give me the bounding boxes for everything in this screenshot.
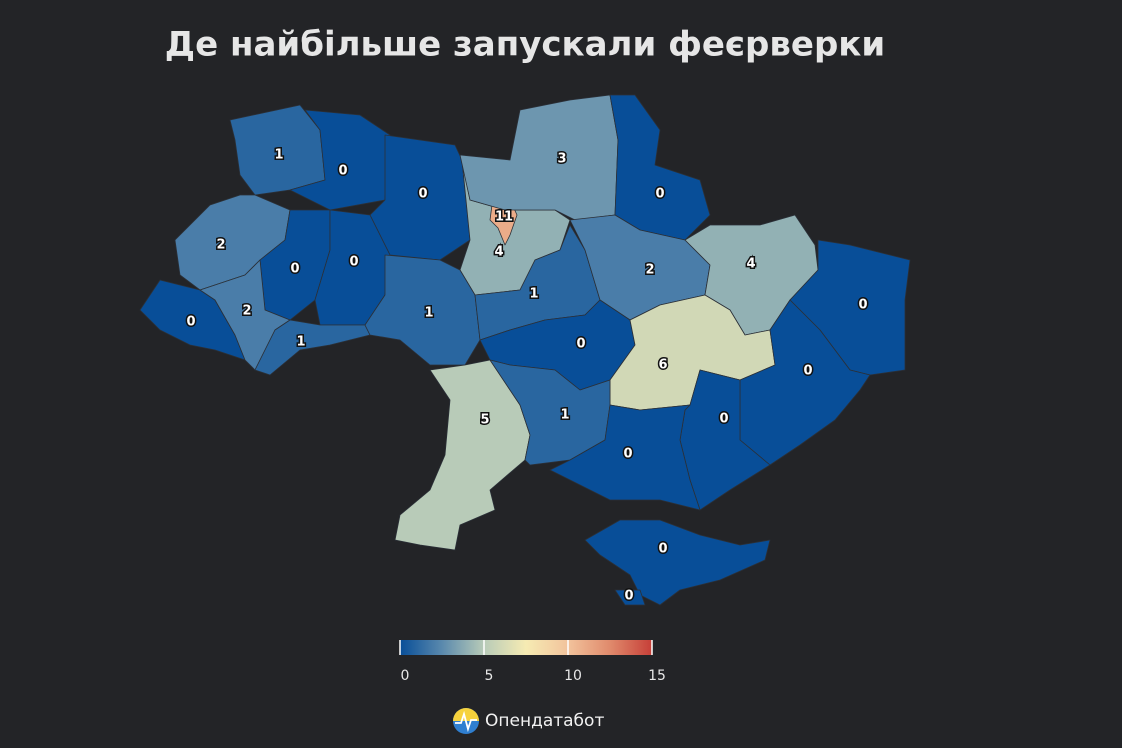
region-value: 1 <box>296 335 305 350</box>
region-value: 6 <box>658 358 667 373</box>
region-value: 0 <box>349 255 358 270</box>
region-value: 0 <box>576 337 585 352</box>
region-value: 0 <box>338 164 347 179</box>
region-value: 5 <box>480 413 489 428</box>
regions <box>139 94 911 606</box>
region-value: 1 <box>560 408 569 423</box>
region-value: 0 <box>186 315 195 330</box>
region-value: 3 <box>557 152 566 167</box>
region <box>609 94 711 241</box>
region-value: 1 <box>424 306 433 321</box>
region <box>549 404 701 511</box>
colorbar: 0 5 10 15 <box>399 640 666 684</box>
region-value: 0 <box>418 187 427 202</box>
region-value: 0 <box>624 589 633 604</box>
colorbar-tick-label: 5 <box>485 668 494 684</box>
colorbar-tick-label: 0 <box>401 668 410 684</box>
region-value: 2 <box>242 304 251 319</box>
region-value: 0 <box>655 187 664 202</box>
region-value: 2 <box>216 238 225 253</box>
region-value: 0 <box>803 364 812 379</box>
region <box>364 254 481 366</box>
region-value: 0 <box>623 447 632 462</box>
region-value: 0 <box>290 262 299 277</box>
brand-logo-top <box>453 708 479 721</box>
region-value: 0 <box>858 298 867 313</box>
region-value: 1 <box>274 148 283 163</box>
brand-name: Опендатабот <box>485 711 604 731</box>
colorbar-gradient <box>400 640 652 655</box>
region-value: 0 <box>719 412 728 427</box>
region-value: 4 <box>746 257 755 272</box>
region-value: 4 <box>494 245 503 260</box>
colorbar-tick-label: 15 <box>648 668 666 684</box>
chart-title: Де найбільше запускали феєрверки <box>165 25 885 65</box>
region <box>584 519 771 606</box>
region-value: 0 <box>658 542 667 557</box>
brand-logo-pulse <box>455 710 477 733</box>
region <box>614 589 646 606</box>
region-value: 11 <box>495 210 513 225</box>
region-value: 2 <box>645 263 654 278</box>
region-value: 1 <box>529 287 538 302</box>
colorbar-tick-label: 10 <box>564 668 582 684</box>
